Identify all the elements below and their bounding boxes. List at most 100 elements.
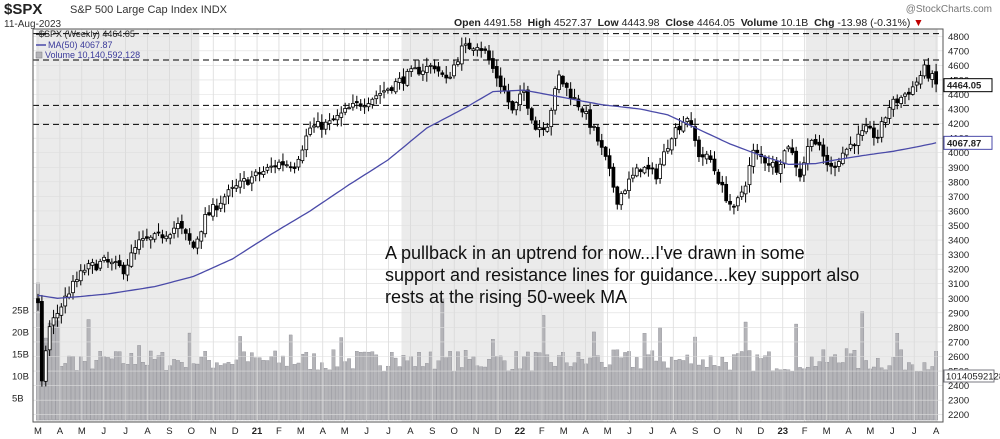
- price-tick-label: 2600: [948, 352, 969, 363]
- annotation-line-3: rests at the rising 50-week MA: [385, 287, 627, 307]
- price-tick-label: 3400: [948, 236, 969, 247]
- candle-up: [164, 235, 169, 240]
- candle-up: [452, 64, 456, 77]
- candle-up: [545, 126, 550, 132]
- candle-up: [78, 270, 83, 282]
- volume-bar: [316, 369, 320, 421]
- volume-bar: [798, 367, 802, 421]
- low-value: 4443.98: [621, 17, 660, 29]
- axis-labels: 4800470046004500440043004200410040003900…: [12, 32, 1000, 437]
- candle-up: [343, 108, 348, 113]
- legend-price: $SPX (Weekly) 4464.05: [39, 29, 135, 39]
- x-tick-label: F: [539, 426, 545, 437]
- x-tick-label: M: [78, 426, 86, 437]
- candle-up: [218, 202, 223, 209]
- price-tick-label: 3000: [948, 294, 969, 305]
- volume-bar: [281, 355, 285, 421]
- candle-down: [712, 158, 717, 172]
- volume-bar: [230, 364, 235, 421]
- volume-bar: [887, 365, 892, 421]
- candle-up: [584, 111, 589, 115]
- candle-up: [238, 180, 243, 188]
- candle-down: [40, 301, 44, 382]
- volume-bar: [526, 351, 530, 421]
- candle-down: [599, 140, 604, 148]
- candle-up: [102, 256, 106, 261]
- volume-bar: [164, 370, 169, 421]
- volume-bar: [922, 362, 927, 421]
- candle-down: [646, 164, 651, 170]
- candle-up: [627, 178, 631, 191]
- x-tick-label: M: [604, 426, 612, 437]
- candle-up: [914, 81, 919, 86]
- candle-down: [257, 172, 262, 175]
- price-tick-label: 4200: [948, 119, 969, 130]
- x-tick-label: 21: [252, 426, 263, 437]
- chg-value: -13.98 (-0.31%): [837, 17, 911, 29]
- candle-up: [261, 171, 266, 176]
- candle-down: [494, 66, 499, 79]
- volume-bar: [160, 352, 165, 421]
- candle-down: [292, 166, 297, 169]
- candle-down: [491, 58, 495, 69]
- volume-bar: [234, 359, 239, 421]
- volume-bar: [654, 360, 658, 421]
- x-tick-label: A: [845, 426, 852, 437]
- candle-up: [129, 252, 134, 267]
- volume-bar: [129, 353, 134, 421]
- candle-up: [918, 75, 923, 85]
- candle-up: [393, 81, 398, 93]
- candle-up: [910, 86, 915, 95]
- candle-up: [312, 125, 316, 128]
- candle-up: [168, 234, 173, 239]
- candle-down: [288, 166, 293, 169]
- volume-bar: [137, 345, 141, 421]
- volume-bar: [141, 362, 145, 421]
- chg-down-arrow-icon: ▼: [913, 17, 924, 29]
- candle-up: [211, 204, 215, 217]
- candle-up: [300, 149, 305, 162]
- volume-bar: [257, 357, 262, 421]
- x-tick-label: M: [866, 426, 874, 437]
- volume-bar: [580, 359, 585, 421]
- candle-down: [506, 90, 511, 103]
- candle-up: [456, 61, 460, 65]
- volume-bar: [701, 359, 705, 421]
- candle-down: [568, 88, 573, 100]
- volume-bar: [304, 352, 309, 421]
- volume-bar: [631, 367, 635, 421]
- candle-up: [75, 279, 79, 282]
- candle-up: [382, 90, 386, 93]
- candle-down: [833, 165, 837, 168]
- x-tick-label: A: [582, 426, 589, 437]
- candle-up: [378, 93, 383, 96]
- volume-bar: [642, 333, 647, 421]
- volume-bar: [82, 361, 87, 421]
- volume-bar: [689, 363, 693, 421]
- volume-bar: [883, 369, 888, 421]
- candle-down: [179, 221, 184, 229]
- candle-up: [397, 77, 402, 83]
- candle-up: [109, 261, 114, 265]
- candle-up: [370, 98, 375, 105]
- candle-up: [253, 171, 258, 176]
- volume-bar: [285, 365, 289, 421]
- volume-bar: [168, 365, 172, 421]
- candle-up: [347, 107, 351, 110]
- volume-bar: [133, 364, 137, 421]
- candle-down: [716, 171, 721, 184]
- volume-bar: [549, 362, 553, 421]
- candle-up: [203, 214, 208, 235]
- candle-up: [751, 149, 756, 167]
- volume-bar: [864, 360, 868, 421]
- candle-up: [141, 238, 145, 241]
- x-tick-label: A: [407, 426, 414, 437]
- candle-up: [572, 97, 577, 99]
- last-volume-tag: 10140592128: [943, 369, 1000, 383]
- low-label: Low: [597, 17, 619, 29]
- volume-bar: [747, 350, 752, 421]
- candle-down: [156, 231, 161, 234]
- candle-up: [98, 260, 103, 269]
- volume-bar: [868, 368, 872, 421]
- volume-bar: [382, 371, 386, 421]
